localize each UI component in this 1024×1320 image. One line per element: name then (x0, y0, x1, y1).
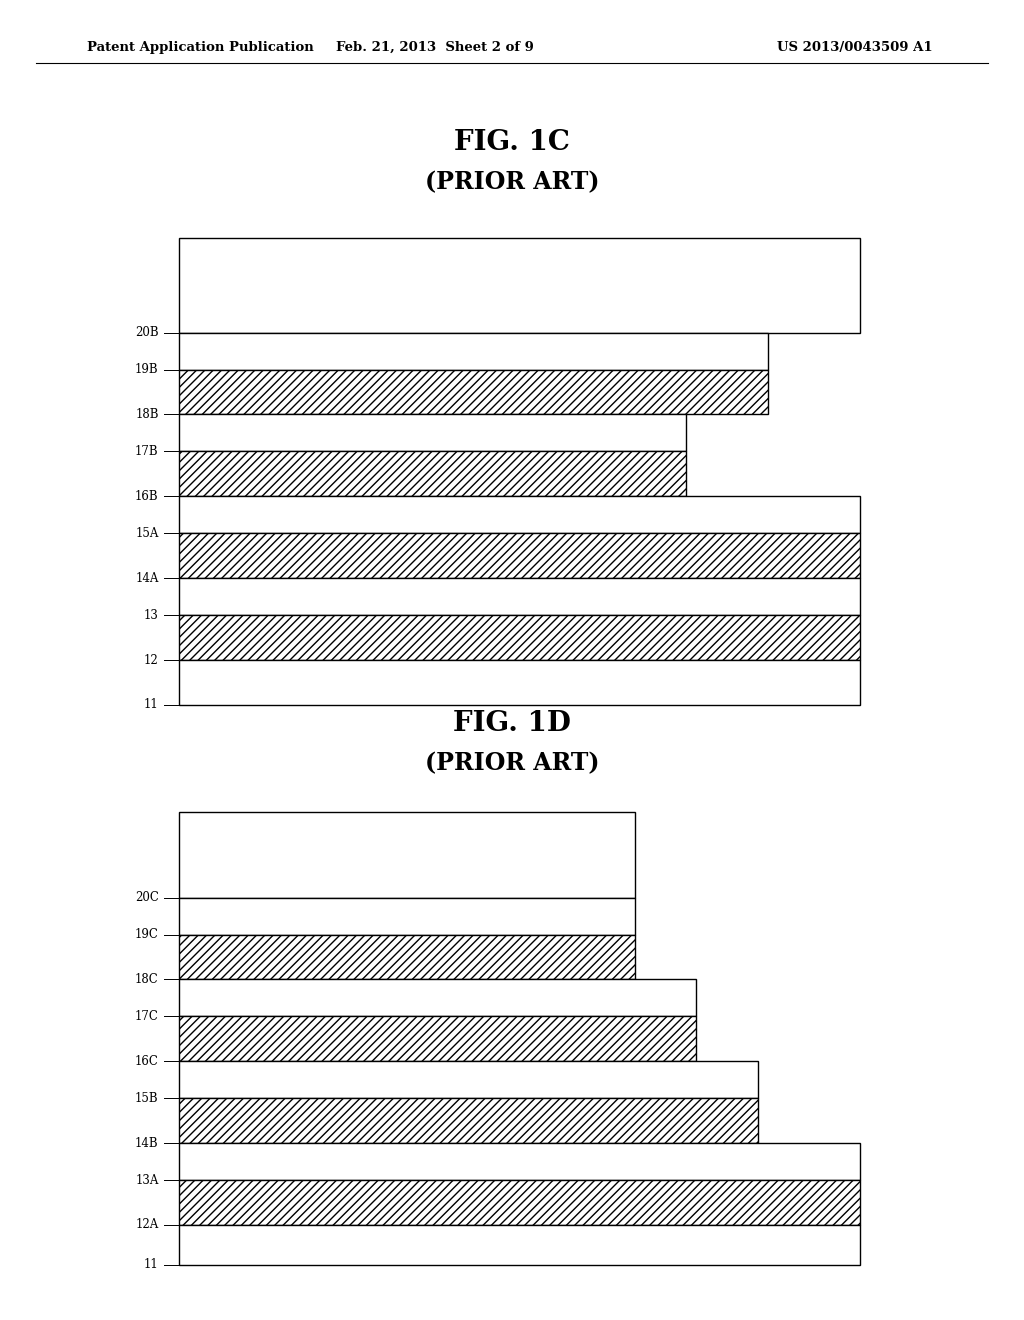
Bar (179, 370, 768, 414)
Bar (179, 812, 635, 898)
Bar (179, 615, 860, 660)
Text: 12A: 12A (135, 1218, 159, 1232)
Text: (PRIOR ART): (PRIOR ART) (425, 751, 599, 775)
Text: 13A: 13A (135, 1173, 159, 1187)
Text: 12: 12 (144, 653, 159, 667)
Text: 13: 13 (143, 609, 159, 622)
Text: 20B: 20B (135, 326, 159, 339)
Text: 18B: 18B (135, 408, 159, 421)
Bar (179, 1180, 860, 1225)
Text: 16B: 16B (135, 490, 159, 503)
Bar (179, 935, 635, 979)
Bar (179, 533, 860, 578)
Bar (179, 238, 860, 333)
Text: FIG. 1C: FIG. 1C (454, 129, 570, 156)
Bar (179, 660, 860, 705)
Text: 14B: 14B (135, 1137, 159, 1150)
Text: 11: 11 (144, 1258, 159, 1271)
Text: 17B: 17B (135, 445, 159, 458)
Text: Feb. 21, 2013  Sheet 2 of 9: Feb. 21, 2013 Sheet 2 of 9 (336, 41, 535, 54)
Bar (179, 1225, 860, 1265)
Text: 18C: 18C (135, 973, 159, 986)
Bar (179, 979, 696, 1016)
Text: 15B: 15B (135, 1092, 159, 1105)
Bar (179, 1061, 758, 1098)
Text: 19B: 19B (135, 363, 159, 376)
Bar (179, 414, 686, 451)
Bar (179, 578, 860, 615)
Text: 17C: 17C (135, 1010, 159, 1023)
Bar (179, 1098, 758, 1143)
Text: 19C: 19C (135, 928, 159, 941)
Bar (179, 333, 768, 370)
Bar (179, 496, 860, 533)
Bar (179, 1143, 860, 1180)
Bar (179, 1016, 696, 1061)
Text: FIG. 1D: FIG. 1D (453, 710, 571, 737)
Text: 15A: 15A (135, 527, 159, 540)
Text: US 2013/0043509 A1: US 2013/0043509 A1 (777, 41, 933, 54)
Text: 14A: 14A (135, 572, 159, 585)
Bar (179, 898, 635, 935)
Text: Patent Application Publication: Patent Application Publication (87, 41, 313, 54)
Text: 20C: 20C (135, 891, 159, 904)
Bar (179, 451, 686, 496)
Text: (PRIOR ART): (PRIOR ART) (425, 170, 599, 194)
Text: 16C: 16C (135, 1055, 159, 1068)
Text: 11: 11 (144, 698, 159, 711)
